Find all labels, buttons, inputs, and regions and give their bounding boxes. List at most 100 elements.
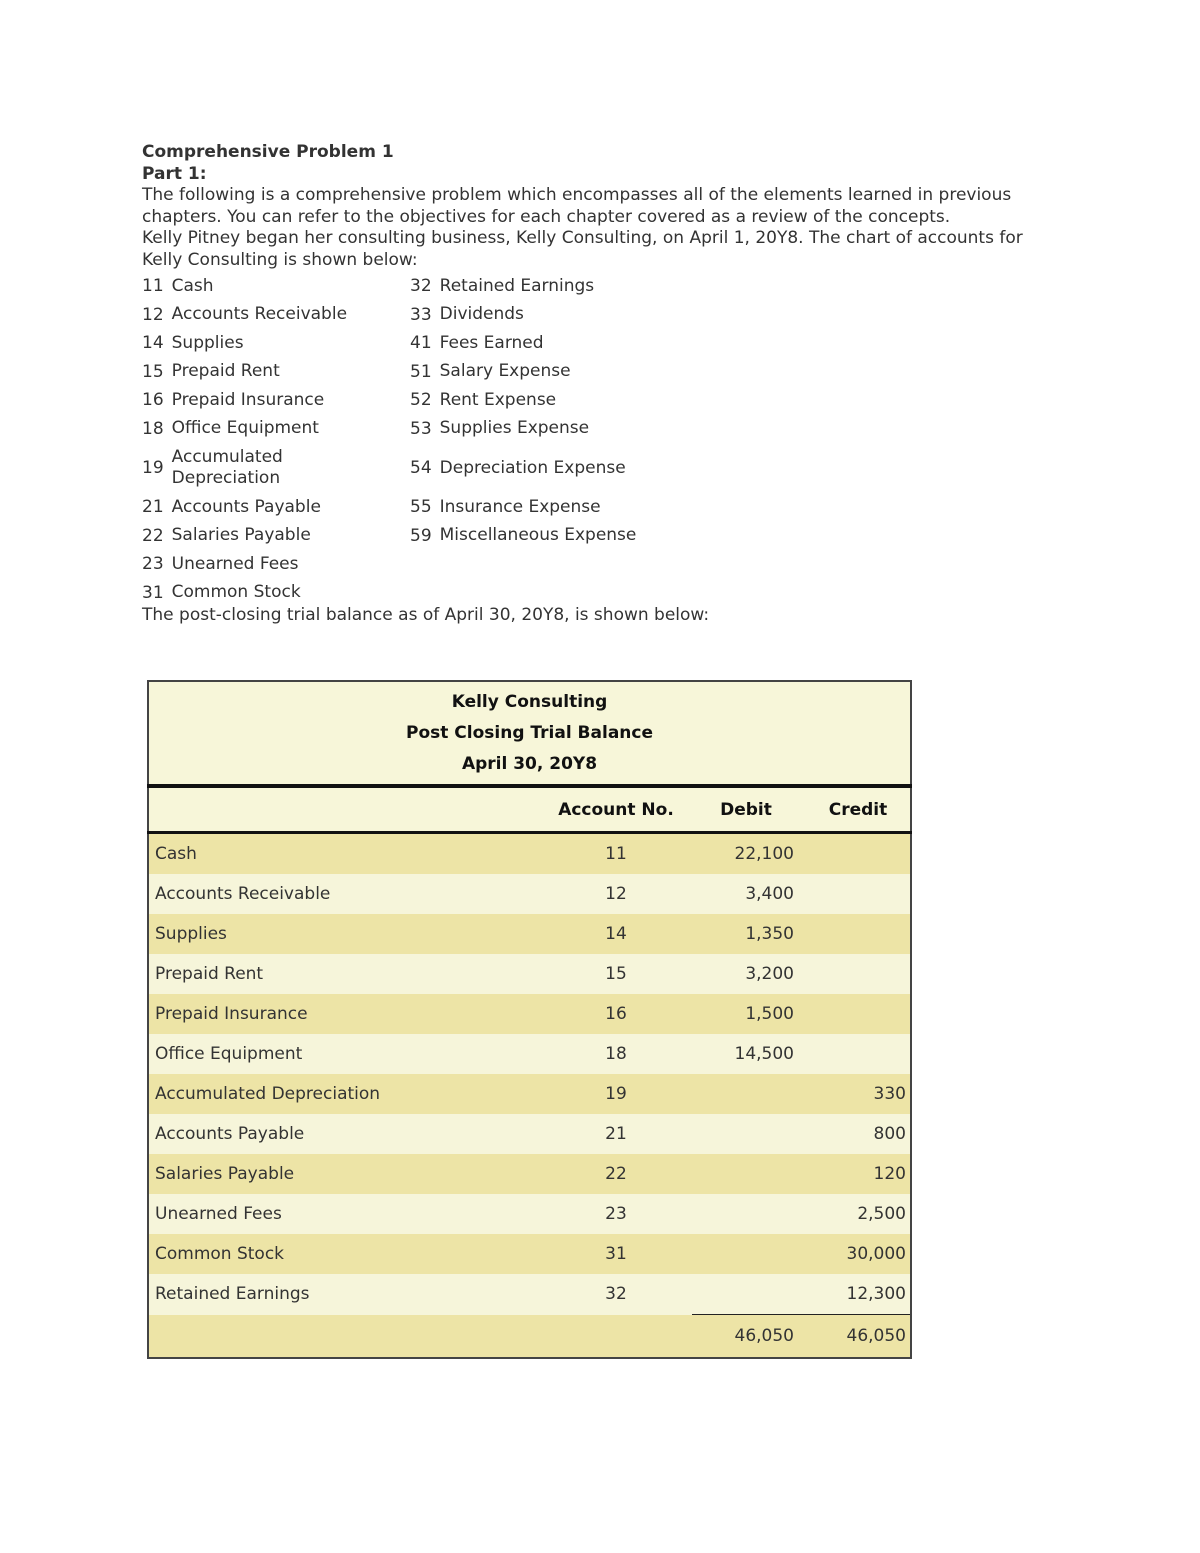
credit-amount	[804, 954, 911, 994]
credit-amount: 330	[804, 1074, 911, 1114]
coa-entry: 12 Accounts Receivable	[142, 304, 410, 325]
table-row: Cash 11 22,100	[148, 832, 911, 874]
account-number: 22	[540, 1154, 692, 1194]
account-number: 31	[142, 582, 164, 603]
credit-amount	[804, 832, 911, 874]
debit-amount	[692, 1074, 804, 1114]
coa-entry: 16 Prepaid Insurance	[142, 390, 410, 411]
account-number: 16	[540, 994, 692, 1034]
account-name: Cash	[148, 832, 540, 874]
column-headers: Account No. Debit Credit	[148, 786, 911, 834]
statement-name: Post Closing Trial Balance	[405, 722, 653, 743]
account-name: Dividends	[439, 304, 524, 325]
table-row: Prepaid Rent 15 3,200	[148, 954, 911, 994]
col-debit: Debit	[692, 786, 804, 834]
coa-row: 12 Accounts Receivable 33 Dividends	[142, 301, 678, 330]
credit-amount: 120	[804, 1154, 911, 1194]
account-name: Common Stock	[148, 1234, 540, 1274]
coa-entry: 23 Unearned Fees	[142, 554, 410, 575]
table-row: Accounts Payable 21 800	[148, 1114, 911, 1154]
account-number: 14	[142, 333, 164, 354]
credit-amount: 2,500	[804, 1194, 911, 1234]
account-number: 12	[540, 874, 692, 914]
coa-entry: 18 Office Equipment	[142, 418, 410, 439]
coa-row: 18 Office Equipment 53 Supplies Expense	[142, 415, 678, 444]
account-name: Salaries Payable	[148, 1154, 540, 1194]
trial-balance-table: Kelly Consulting Post Closing Trial Bala…	[147, 680, 912, 1359]
account-number: 11	[540, 832, 692, 874]
account-number: 14	[540, 914, 692, 954]
table-row: Unearned Fees 23 2,500	[148, 1194, 911, 1234]
account-name: Accumulated Depreciation	[148, 1074, 540, 1114]
credit-amount	[804, 1034, 911, 1074]
debit-amount: 1,500	[692, 994, 804, 1034]
coa-entry: 54 Depreciation Expense	[410, 458, 678, 479]
account-number: 59	[410, 525, 432, 546]
account-name: Salaries Payable	[171, 525, 311, 546]
coa-entry: 21 Accounts Payable	[142, 497, 410, 518]
coa-entry: 52 Rent Expense	[410, 390, 678, 411]
coa-entry: 22 Salaries Payable	[142, 525, 410, 546]
account-name: Fees Earned	[439, 332, 544, 353]
account-name: Rent Expense	[439, 389, 557, 410]
account-number: 11	[142, 276, 164, 297]
coa-row: 14 Supplies 41 Fees Earned	[142, 329, 678, 358]
statement-date: April 30, 20Y8	[461, 753, 598, 774]
account-name: Accounts Receivable	[148, 874, 540, 914]
debit-amount: 3,200	[692, 954, 804, 994]
table-row: Salaries Payable 22 120	[148, 1154, 911, 1194]
total-debit: 46,050	[692, 1314, 804, 1359]
account-name: Prepaid Rent	[148, 954, 540, 994]
account-number: 19	[540, 1074, 692, 1114]
debit-amount	[692, 1194, 804, 1234]
account-number: 23	[540, 1194, 692, 1234]
account-name: Common Stock	[171, 582, 301, 603]
credit-amount	[804, 994, 911, 1034]
company-name: Kelly Consulting	[451, 691, 608, 712]
coa-row: 21 Accounts Payable 55 Insurance Expense	[142, 493, 678, 522]
coa-row: 11 Cash 32 Retained Earnings	[142, 272, 678, 301]
debit-amount: 3,400	[692, 874, 804, 914]
credit-amount: 30,000	[804, 1234, 911, 1274]
credit-amount: 800	[804, 1114, 911, 1154]
coa-entry: 32 Retained Earnings	[410, 276, 678, 297]
table-row: Accumulated Depreciation 19 330	[148, 1074, 911, 1114]
intro: Comprehensive Problem 1 Part 1: The foll…	[142, 142, 1062, 271]
credit-amount	[804, 874, 911, 914]
credit-amount: 12,300	[804, 1274, 911, 1315]
chart-of-accounts: 11 Cash 32 Retained Earnings 12 Accounts Rece…	[142, 272, 678, 607]
coa-row: 19 Accumulated Depreciation 54 Depreciation…	[142, 443, 678, 493]
debit-amount	[692, 1234, 804, 1274]
account-number: 21	[540, 1114, 692, 1154]
account-number: 32	[410, 276, 432, 297]
account-number: 55	[410, 497, 432, 518]
outro-text: The post-closing trial balance as of Apr…	[142, 605, 710, 625]
coa-entry: 59 Miscellaneous Expense	[410, 525, 678, 546]
account-name: Supplies	[148, 914, 540, 954]
coa-entry: 33 Dividends	[410, 304, 678, 325]
account-name: Retained Earnings	[439, 275, 595, 296]
coa-row: 16 Prepaid Insurance 52 Rent Expense	[142, 386, 678, 415]
account-name: Supplies Expense	[439, 418, 590, 439]
coa-entry: 41 Fees Earned	[410, 333, 678, 354]
table-row: Supplies 14 1,350	[148, 914, 911, 954]
account-name: Depreciation Expense	[439, 457, 626, 478]
coa-entry: 53 Supplies Expense	[410, 418, 678, 439]
debit-amount	[692, 1274, 804, 1315]
account-name: Office Equipment	[148, 1034, 540, 1074]
account-name: Insurance Expense	[439, 496, 601, 517]
problem-title: Comprehensive Problem 1	[142, 142, 394, 162]
account-number: 15	[142, 361, 164, 382]
account-number: 22	[142, 525, 164, 546]
table-row: Accounts Receivable 12 3,400	[148, 874, 911, 914]
col-credit: Credit	[804, 786, 911, 834]
coa-entry: 31 Common Stock	[142, 582, 410, 603]
coa-entry: 51 Salary Expense	[410, 361, 678, 382]
coa-entry: 19 Accumulated Depreciation	[142, 447, 410, 489]
account-number: 15	[540, 954, 692, 994]
coa-entry: 55 Insurance Expense	[410, 497, 678, 518]
credit-amount	[804, 914, 911, 954]
account-name: Supplies	[171, 332, 244, 353]
table-row: Common Stock 31 30,000	[148, 1234, 911, 1274]
